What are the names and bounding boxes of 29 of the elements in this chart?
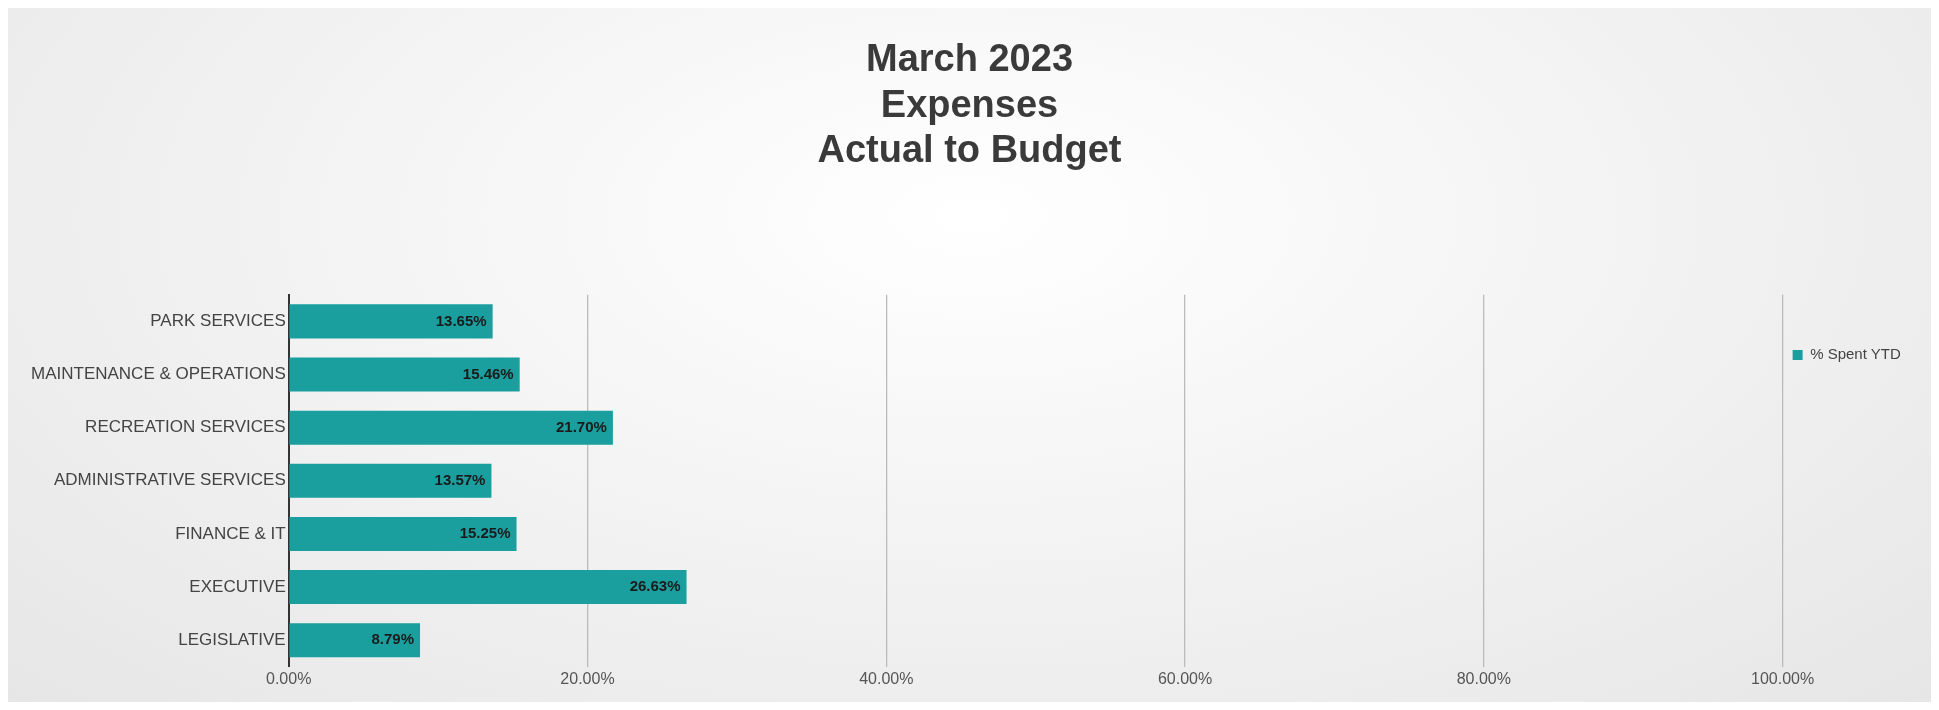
x-tick-label: 60.00% (1157, 669, 1213, 687)
data-label: 8.79% (371, 630, 415, 648)
bar (289, 304, 493, 339)
bar (289, 516, 517, 551)
data-label: 21.70% (556, 417, 607, 435)
bar (289, 357, 520, 392)
data-label: 13.65% (435, 311, 487, 329)
chart-title: March 2023 Expenses Actual to Budget (817, 37, 1122, 171)
data-label: 15.46% (462, 364, 514, 382)
y-tick-label: EXECUTIVE (189, 576, 286, 596)
data-label: 15.25% (459, 524, 511, 542)
y-tick-label: FINANCE & IT (175, 523, 286, 543)
y-tick-label: MAINTENANCE & OPERATIONS (31, 364, 286, 384)
x-tick-label: 100.00% (1751, 669, 1815, 687)
bar (289, 463, 492, 498)
bar (289, 570, 687, 605)
y-tick-label: LEGISLATIVE (178, 629, 286, 649)
x-tick-label: 20.00% (560, 669, 615, 687)
y-tick-label: RECREATION SERVICES (85, 417, 286, 437)
bar (289, 623, 421, 658)
x-tick-label: 80.00% (1456, 669, 1511, 687)
x-tick-label: 40.00% (859, 669, 914, 687)
bar (289, 410, 613, 445)
y-tick-label: ADMINISTRATIVE SERVICES (53, 470, 286, 490)
data-label: 26.63% (629, 577, 681, 595)
x-tick-label: 0.00% (266, 669, 312, 687)
legend-label: % Spent YTD (1810, 345, 1901, 363)
y-tick-label: PARK SERVICES (150, 311, 286, 331)
data-label: 13.57% (434, 470, 486, 488)
